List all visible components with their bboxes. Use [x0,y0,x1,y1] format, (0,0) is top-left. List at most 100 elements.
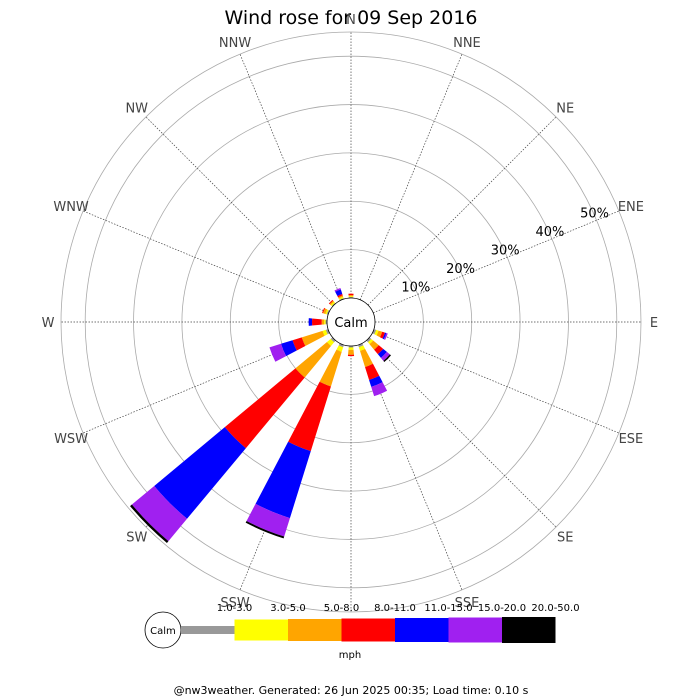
spoke-ese [373,330,620,434]
bar-sse-bin-4 [369,375,383,387]
bar-wnw-bin-0 [326,310,330,315]
dir-label-w: W [42,316,55,331]
bar-s-bin-2 [348,349,354,355]
bar-nnw-bin-5 [334,288,341,292]
bar-nnw-bin-2 [338,295,344,299]
bar-nw-bin-2 [329,300,335,306]
calm-circle [326,297,376,347]
footer-text: @nw3weather. Generated: 26 Jun 2025 00:3… [174,684,529,697]
bar-nnw-bin-1 [338,296,344,300]
bar-wsw-bin-2 [301,330,325,346]
bar-se-bin-1 [367,338,374,345]
dir-label-sw: SW [126,530,147,545]
bar-sw-bin-2 [295,342,331,378]
legend-swatch-4 [395,618,449,642]
legend-unit-label: mph [339,650,361,661]
dir-label-sse: SSE [455,596,480,611]
dir-label-ne: NE [556,102,574,117]
ring-label-40: 40% [535,225,564,240]
bar-nw-bin-1 [330,301,336,307]
bar-ssw-bin-0 [338,343,344,348]
dir-label-wnw: WNW [53,200,89,215]
bar-ese-bin-4 [382,332,387,340]
bar-nw-bin-0 [331,302,336,307]
bar-wsw-bin-0 [325,329,330,335]
bar-sse-bin-0 [358,343,364,348]
bar-w-bin-2 [321,319,325,325]
bar-sw-bin-6 [130,504,169,543]
bar-sw-bin-1 [326,338,335,347]
dir-label-ssw: SSW [220,596,250,611]
bar-nnw-bin-3 [337,294,343,298]
ring-label-50: 50% [580,206,609,221]
ring-label-20: 20% [446,262,475,277]
spoke-ene [373,210,620,314]
bar-s-bin-1 [348,347,354,350]
legend-label-6: 20.0-50.0 [531,603,579,614]
legend-swatch-1 [234,619,288,641]
bar-wnw-bin-1 [325,309,329,315]
dir-label-n: N [346,13,356,28]
bar-nnw-bin-4 [335,289,343,297]
legend-label-3: 8.0-11.0 [374,603,416,614]
legend-swatch-3 [341,618,395,642]
legend-calm-label: Calm [150,626,176,637]
spoke-nne [359,53,463,300]
ring-label-30: 30% [491,243,520,258]
bar-ssw-bin-2 [319,349,342,387]
ring-label-10: 10% [401,280,430,295]
dir-label-ese: ESE [619,432,644,447]
legend-swatch-2 [288,619,342,641]
dir-label-se: SE [557,530,573,545]
bar-sw-bin-0 [330,337,336,343]
legend-swatch-5 [448,617,502,643]
legend-swatch-0 [181,626,235,634]
bar-ssw-bin-1 [336,345,344,352]
bar-ssw-bin-6 [245,520,285,539]
bar-sse-bin-3 [365,363,380,381]
bar-se-bin-6 [383,354,391,362]
bar-se-bin-2 [369,340,379,350]
bar-se-bin-3 [374,345,384,355]
bar-se-bin-5 [380,351,390,361]
bar-w-bin-1 [324,319,326,325]
legend-label-1: 3.0-5.0 [270,603,305,614]
bar-se-bin-0 [366,337,372,343]
bar-n-bin-3 [348,293,354,296]
bar-sse-bin-1 [358,345,366,351]
bar-sse-bin-2 [360,348,373,368]
bar-n-bin-1 [348,296,354,298]
dir-label-nnw: NNW [219,36,251,51]
spoke-nnw [239,53,343,300]
bar-wnw-bin-3 [322,307,326,314]
spoke-sse [359,344,463,591]
spoke-se [367,338,557,528]
legend-label-0: 1.0-3.0 [217,603,252,614]
bar-wsw-bin-3 [292,337,306,351]
bar-wnw-bin-2 [323,308,328,315]
spoke-wnw [82,210,329,314]
chart-title: Wind rose for 09 Sep 2016 [224,7,477,29]
bar-n-bin-2 [348,295,354,297]
dir-label-nne: NNE [453,36,481,51]
dir-label-wsw: WSW [54,432,88,447]
legend-items: 1.0-3.0 3.0-5.0 5.0-8.0 8.0-11.0 11.0-15.0 15… [181,603,580,643]
direction-labels: NNNENEENEEESESESSESSSWSWWSWWWNWNWNNW [42,13,659,634]
bar-ssw-bin-5 [246,503,290,537]
bar-ese-bin-1 [374,329,379,336]
bar-sw-bin-5 [131,485,188,542]
bar-sw-bin-3 [224,368,305,449]
spoke-wsw [82,330,329,434]
calm-label: Calm [334,316,367,331]
bar-ssw-bin-3 [288,381,331,452]
legend-label-4: 11.0-15.0 [424,603,472,614]
bar-s-bin-3 [347,354,355,357]
dir-label-nw: NW [125,102,148,117]
bar-wsw-bin-5 [269,343,287,362]
bar-sse-bin-5 [371,382,388,397]
bar-nw-bin-3 [328,299,334,305]
ring-4 [84,55,618,589]
bar-se-bin-4 [377,348,387,358]
